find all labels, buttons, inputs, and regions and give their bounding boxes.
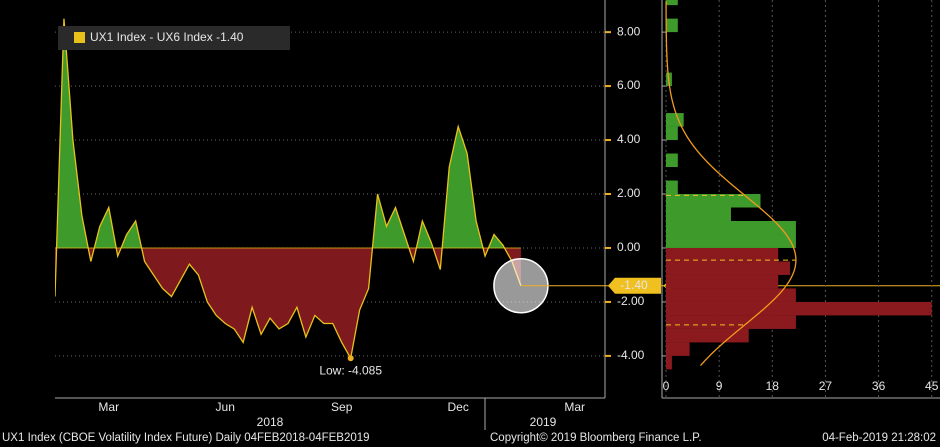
hist-x-tick-label: 45 xyxy=(925,379,939,393)
y-tick-label: 2.00 xyxy=(617,186,641,200)
hist-bar xyxy=(666,274,779,289)
low-label: Low: -4.085 xyxy=(319,363,382,377)
area-positive xyxy=(55,18,521,248)
area-negative xyxy=(55,247,521,359)
hist-bar xyxy=(666,261,791,275)
hist-x-tick-label: 36 xyxy=(872,379,886,393)
y-tick-label: 8.00 xyxy=(617,24,641,38)
last-value-label: -1.40 xyxy=(620,278,648,292)
legend-name: UX1 Index - UX6 Index xyxy=(90,30,213,44)
hist-x-tick-label: 9 xyxy=(716,379,723,393)
hist-bar xyxy=(666,207,731,221)
legend-text: UX1 Index - UX6 Index -1.40 xyxy=(90,30,244,44)
hist-bar xyxy=(666,247,779,262)
legend-box xyxy=(58,26,290,50)
hist-bar xyxy=(666,355,672,370)
x-tick-label: Mar xyxy=(564,400,585,414)
legend-value: -1.40 xyxy=(216,30,244,44)
footer-left: UX1 Index (CBOE Volatility Index Future)… xyxy=(2,432,370,444)
hist-bar xyxy=(666,342,690,356)
footer-right: 04-Feb-2019 21:28:02 xyxy=(822,432,936,444)
hist-bar xyxy=(666,288,796,302)
hist-x-tick-label: 27 xyxy=(819,379,833,393)
x-tick-label: Dec xyxy=(448,400,469,414)
y-tick-label: -2.00 xyxy=(617,294,645,308)
hist-bar xyxy=(666,234,796,248)
x-tick-label: Mar xyxy=(98,400,119,414)
y-tick-label: 6.00 xyxy=(617,78,641,92)
hist-bar xyxy=(666,315,796,329)
last-value-callout xyxy=(608,277,661,294)
fit-curve xyxy=(665,1,797,367)
hist-bar xyxy=(666,18,678,33)
hist-bar xyxy=(666,328,749,343)
hist-bar xyxy=(666,180,678,195)
hist-bar xyxy=(666,0,678,6)
hist-x-tick-label: 18 xyxy=(766,379,780,393)
hist-bar xyxy=(666,301,932,316)
footer-center: Copyright© 2019 Bloomberg Finance L.P. xyxy=(490,432,702,444)
x-tick-label: Jun xyxy=(216,400,235,414)
year-label: 2019 xyxy=(530,415,557,429)
legend-swatch xyxy=(74,32,85,43)
hist-bar xyxy=(666,153,678,168)
y-tick-label: 0.00 xyxy=(617,240,641,254)
line xyxy=(55,18,522,361)
low-point xyxy=(347,355,354,362)
hist-bar xyxy=(666,194,761,208)
hist-bar xyxy=(666,126,678,141)
year-label: 2018 xyxy=(257,415,284,429)
hist-x-tick-label: 0 xyxy=(663,379,670,393)
x-tick-label: Sep xyxy=(331,400,353,414)
hist-bar xyxy=(666,220,796,235)
y-tick-label: 4.00 xyxy=(617,132,641,146)
y-tick-label: -4.00 xyxy=(617,348,645,362)
